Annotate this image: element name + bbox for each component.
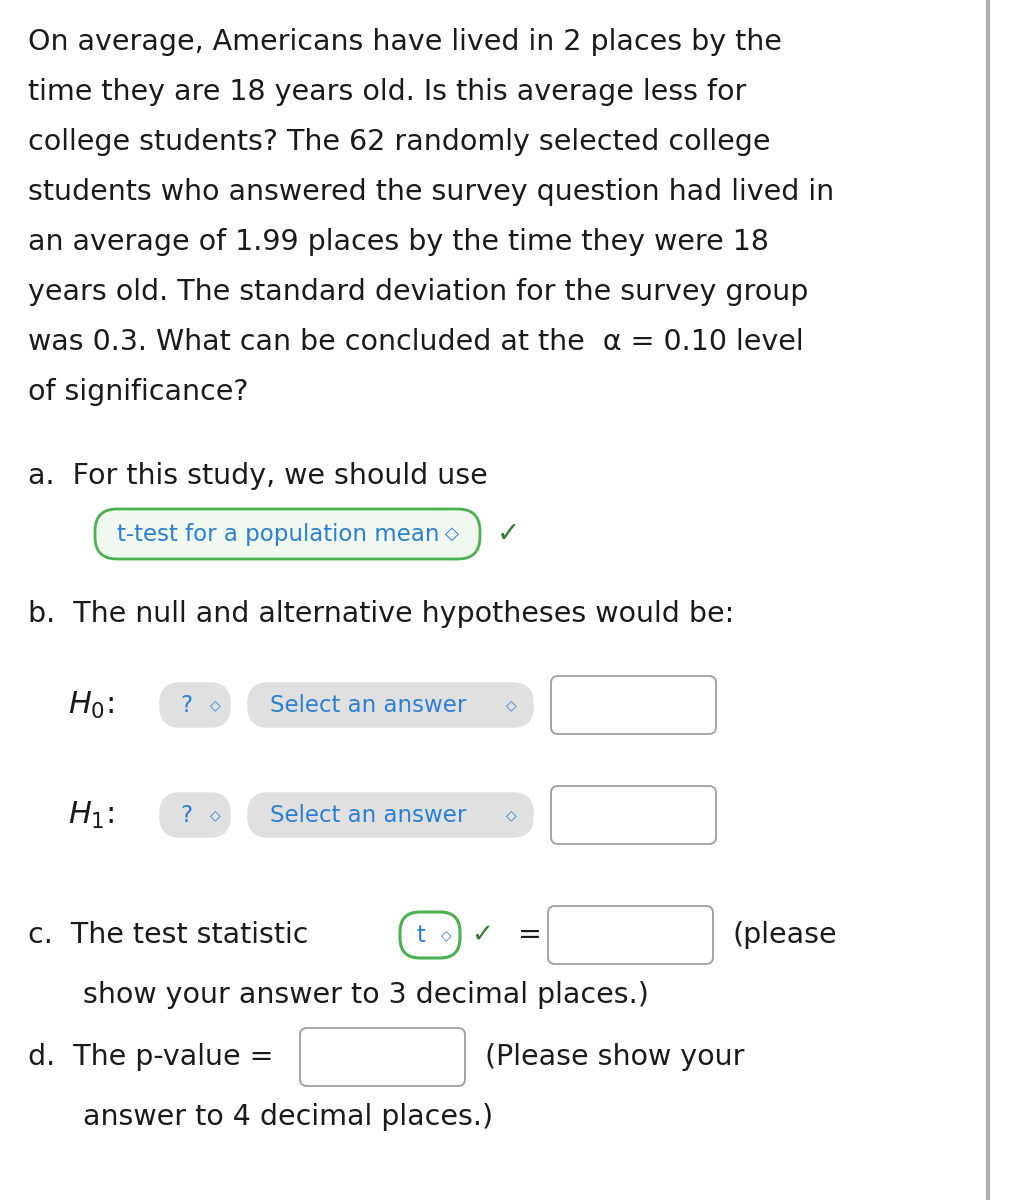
Text: b.  The null and alternative hypotheses would be:: b. The null and alternative hypotheses w… <box>28 600 734 628</box>
Text: $H_1$:: $H_1$: <box>68 799 114 830</box>
Text: t-test for a population mean: t-test for a population mean <box>116 522 440 546</box>
Text: ◇: ◇ <box>441 928 452 942</box>
Text: =: = <box>518 922 542 949</box>
Text: show your answer to 3 decimal places.): show your answer to 3 decimal places.) <box>83 982 649 1009</box>
Text: ◇: ◇ <box>210 698 220 712</box>
Text: of significance?: of significance? <box>28 378 248 406</box>
Text: years old. The standard deviation for the survey group: years old. The standard deviation for th… <box>28 278 808 306</box>
Text: $H_0$:: $H_0$: <box>68 690 114 720</box>
Text: ?: ? <box>180 694 192 716</box>
Text: t: t <box>416 924 424 947</box>
Text: ?: ? <box>180 804 192 827</box>
FancyBboxPatch shape <box>95 509 480 559</box>
Text: ◇: ◇ <box>445 526 459 542</box>
Text: college students? The 62 randomly selected college: college students? The 62 randomly select… <box>28 128 771 156</box>
FancyBboxPatch shape <box>300 1028 465 1086</box>
FancyBboxPatch shape <box>400 912 460 958</box>
Text: (Please show your: (Please show your <box>485 1043 745 1070</box>
Text: ◇: ◇ <box>505 808 517 822</box>
FancyBboxPatch shape <box>160 793 230 838</box>
Text: students who answered the survey question had lived in: students who answered the survey questio… <box>28 178 834 206</box>
Text: an average of 1.99 places by the time they were 18: an average of 1.99 places by the time th… <box>28 228 769 256</box>
Text: ◇: ◇ <box>505 698 517 712</box>
Text: answer to 4 decimal places.): answer to 4 decimal places.) <box>83 1103 493 1130</box>
Text: ◇: ◇ <box>210 808 220 822</box>
FancyBboxPatch shape <box>160 683 230 727</box>
Text: was 0.3. What can be concluded at the  α = 0.10 level: was 0.3. What can be concluded at the α … <box>28 328 803 356</box>
Text: ✓: ✓ <box>471 922 493 948</box>
Text: (please: (please <box>733 922 838 949</box>
FancyBboxPatch shape <box>548 906 713 964</box>
Text: Select an answer: Select an answer <box>270 804 466 827</box>
Text: d.  The p-value =: d. The p-value = <box>28 1043 274 1070</box>
Text: c.  The test statistic: c. The test statistic <box>28 922 309 949</box>
Text: Select an answer: Select an answer <box>270 694 466 716</box>
Text: a.  For this study, we should use: a. For this study, we should use <box>28 462 487 490</box>
FancyBboxPatch shape <box>248 793 533 838</box>
FancyBboxPatch shape <box>551 786 716 844</box>
Text: time they are 18 years old. Is this average less for: time they are 18 years old. Is this aver… <box>28 78 747 106</box>
Text: On average, Americans have lived in 2 places by the: On average, Americans have lived in 2 pl… <box>28 28 782 56</box>
Text: ✓: ✓ <box>496 520 520 548</box>
FancyBboxPatch shape <box>248 683 533 727</box>
FancyBboxPatch shape <box>551 676 716 734</box>
